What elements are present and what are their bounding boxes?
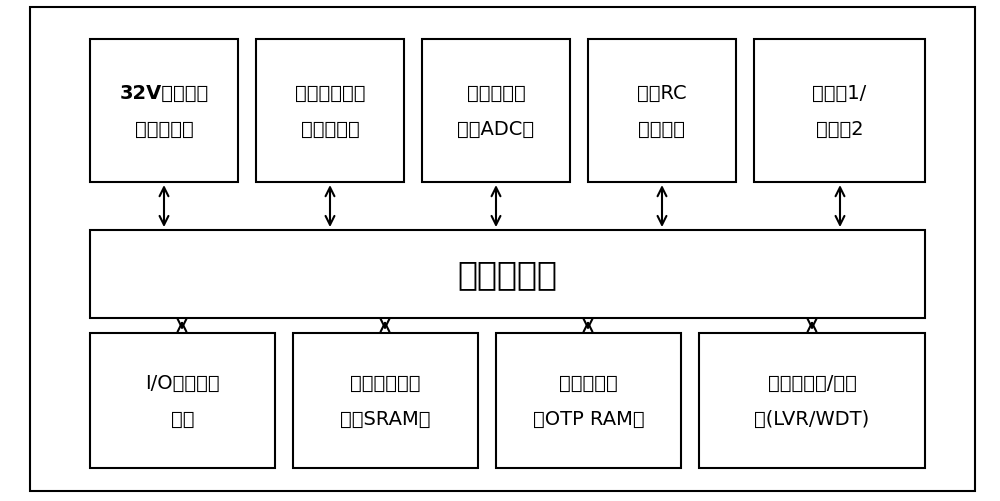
- Text: 电路: 电路: [171, 409, 194, 428]
- Text: 转驱动电路: 转驱动电路: [301, 120, 359, 139]
- Bar: [496, 333, 681, 468]
- Text: 静态数据存储: 静态数据存储: [350, 373, 421, 392]
- Text: （OTP RAM）: （OTP RAM）: [533, 409, 644, 428]
- Bar: [699, 333, 925, 468]
- Bar: [422, 40, 570, 183]
- Bar: [90, 40, 238, 183]
- Bar: [754, 40, 925, 183]
- Text: 单片机内核: 单片机内核: [457, 258, 558, 291]
- Text: 低电压复位/看门: 低电压复位/看门: [768, 373, 856, 392]
- Bar: [90, 230, 925, 318]
- Text: 32V高耐压充: 32V高耐压充: [119, 84, 209, 103]
- Text: 电管理电路: 电管理电路: [135, 120, 193, 139]
- Text: 振荡电路: 振荡电路: [638, 120, 685, 139]
- Text: 程序存储器: 程序存储器: [559, 373, 618, 392]
- Text: 路（ADC）: 路（ADC）: [457, 120, 535, 139]
- Text: 器（SRAM）: 器（SRAM）: [340, 409, 431, 428]
- Bar: [90, 333, 275, 468]
- Bar: [256, 40, 404, 183]
- Text: 狗(LVR/WDT): 狗(LVR/WDT): [754, 409, 870, 428]
- Text: 定时器1/: 定时器1/: [812, 84, 867, 103]
- Text: I/O端口控制: I/O端口控制: [145, 373, 220, 392]
- Bar: [293, 333, 478, 468]
- Text: 直流马达正反: 直流马达正反: [295, 84, 365, 103]
- Text: 定时器2: 定时器2: [816, 120, 863, 139]
- Text: 数模转换电: 数模转换电: [467, 84, 525, 103]
- Text: 内部RC: 内部RC: [637, 84, 687, 103]
- Bar: [588, 40, 736, 183]
